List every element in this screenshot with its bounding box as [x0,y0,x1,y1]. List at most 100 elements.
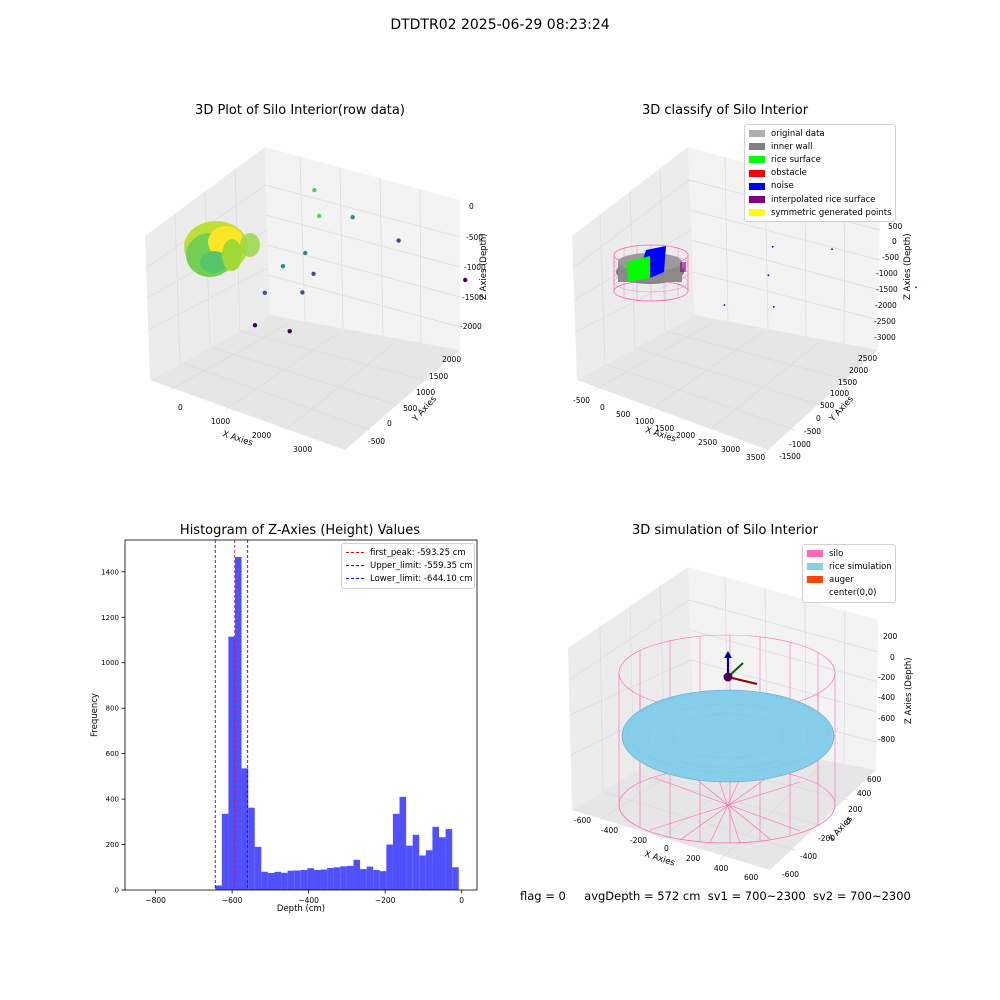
histogram-bar [399,796,407,890]
histogram-bar [248,807,255,890]
panel1-3d-scatter: 0 1000 2000 3000 -500 0 500 1000 1500 20… [145,147,489,454]
p1-xlabel: X Axies [221,429,254,448]
legend-item-auger: auger [803,573,895,586]
legend-label: auger [829,574,854,585]
center-marker [723,672,733,682]
histogram-bar [287,870,295,890]
histogram-bar [353,859,361,890]
legend-label: noise [771,181,794,192]
p2-ytick: 2500 [858,354,877,363]
scatter-point [262,290,267,295]
p2-ytick: -1500 [779,452,801,461]
p1-xtick: 3000 [293,445,312,454]
xtick-label: 0 [459,896,464,905]
legend-label: center(0,0) [829,588,877,599]
p2-ytick: 1000 [830,389,849,398]
legend-label: inner wall [771,141,813,152]
panel1-scattered-points [252,187,468,334]
legend-item-inner-wall: inner wall [745,140,895,153]
legend-item-lower-limit: Lower_limit: -644.10 cm [342,572,474,585]
p1-ytick: 500 [403,404,418,413]
legend-item-upper-limit: Upper_limit: -559.35 cm [342,559,474,572]
histogram-xticks: −800 −600 −400 −200 0 [145,890,464,905]
panel4-3d-simulation: -600 -400 -200 0 200 400 600 -600 -400 -… [568,567,914,882]
p2-xtick: 3000 [721,445,740,454]
p1-ztick: -2000 [460,322,482,331]
p4-xtick: 400 [714,864,729,873]
panel4-front-wire [618,804,836,844]
histogram-bar [379,871,387,890]
histogram-bar [412,834,420,890]
histogram-bar [333,867,341,890]
panel3-title: Histogram of Z-Axies (Height) Values [179,523,421,538]
swatch [807,590,823,597]
histogram-bar [300,870,308,890]
p4-ytick: -400 [800,852,817,861]
sv2-value: sv2 = 700~2300 [812,889,911,903]
p1-ztick: -1500 [462,293,484,302]
noise-point [831,248,833,251]
p1-ztick: -1000 [464,263,486,272]
histogram-bar [228,636,235,890]
swatch [749,196,765,204]
axis-x-arrow [727,676,758,685]
histogram-bar [366,866,374,890]
histogram-bar [294,870,301,890]
p4-ztick: -800 [878,735,895,744]
scatter-point [252,323,258,328]
scatter-point [396,238,401,243]
p4-xtick: 600 [744,873,759,882]
histogram-yticks: 0 200 400 600 800 1000 1200 1400 [101,568,125,895]
histogram-bar [445,829,453,890]
ytick-label: 0 [115,887,119,895]
legend-item-silo: silo [803,547,895,560]
noise-point [772,306,775,308]
ytick-label: 200 [106,841,119,849]
histogram-bar [386,844,393,890]
histogram-bar [320,869,328,890]
p2-ytick: 0 [816,414,821,423]
legend-label: rice simulation [829,561,892,572]
histogram-bar [340,866,347,890]
scatter-point [303,250,308,256]
p1-ztick: 0 [469,202,474,211]
legend-label: Lower_limit: -644.10 cm [370,573,473,584]
p2-ytick: 500 [820,401,835,410]
p4-xtick: -600 [574,816,591,825]
histogram-bar [313,870,321,890]
p2-ytick: -500 [804,427,821,436]
legend-item-rice-surface: rice surface [745,153,895,166]
p4-ztick: 200 [883,632,898,641]
line-swatch [346,552,364,554]
p2-xtick: 2500 [698,438,717,447]
p2-ztick: -1000 [876,269,898,278]
scatter-point [312,187,317,193]
p2-ztick: -1500 [876,285,898,294]
ytick-label: 1200 [101,614,119,622]
avg-depth-value: avgDepth = 572 cm [584,889,701,903]
panel2-legend: original data inner wall rice surface ob… [744,124,896,223]
ytick-label: 1000 [101,659,119,667]
p2-ztick: 500 [888,222,903,231]
swatch [807,576,823,584]
histogram-bar [221,813,229,890]
legend-label: rice surface [771,154,821,165]
swatch [749,130,765,138]
axis-z-head [724,651,732,658]
p2-ztick: -2000 [875,301,897,310]
scatter-point [317,213,322,219]
p1-ytick: 1500 [429,372,448,381]
p4-xlabel: X Axies [643,849,676,868]
p4-ztick: -600 [878,714,895,723]
panel2-ticks: -500 0 500 1000 1500 2000 2500 3000 3500… [573,222,903,462]
p2-ztick: -3000 [874,333,896,342]
panel2-title: 3D classify of Silo Interior [641,103,809,118]
legend-item-noise: noise [745,180,895,193]
histogram-bar [373,870,380,890]
histogram-bars [215,557,459,890]
panel4-panes [568,567,878,870]
noise-point [723,304,726,306]
p1-xtick: 0 [178,403,183,412]
legend-label: first_peak: -593.25 cm [370,547,466,558]
legend-item-center: center(0,0) [803,587,895,600]
